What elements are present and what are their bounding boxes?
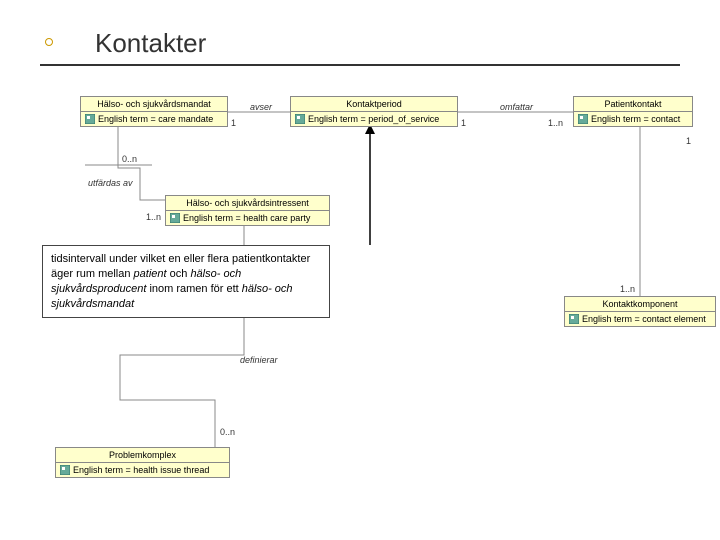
definition-note: tidsintervall under vilket en eller fler… bbox=[42, 245, 330, 318]
entity-kontaktperiod-term: English term = period_of_service bbox=[308, 114, 439, 124]
mult-2: 1 bbox=[461, 118, 466, 128]
assoc-omfattar: omfattar bbox=[500, 102, 533, 112]
mult-4: 1 bbox=[686, 136, 691, 146]
page-title: Kontakter bbox=[95, 28, 206, 59]
entity-kontaktperiod-body: English term = period_of_service bbox=[291, 112, 457, 126]
mult-6: 1..n bbox=[146, 212, 161, 222]
mult-8: 0..n bbox=[220, 427, 235, 437]
entity-intressent: Hälso- och sjukvårdsintressent English t… bbox=[165, 195, 330, 226]
class-icon bbox=[295, 114, 305, 124]
entity-patientkontakt: Patientkontakt English term = contact bbox=[573, 96, 693, 127]
assoc-avser: avser bbox=[250, 102, 272, 112]
title-bullet bbox=[45, 38, 53, 46]
entity-kontaktkomponent-header: Kontaktkomponent bbox=[565, 297, 715, 312]
entity-kontaktperiod: Kontaktperiod English term = period_of_s… bbox=[290, 96, 458, 127]
assoc-utfardas: utfärdas av bbox=[88, 178, 133, 188]
definition-note-text: tidsintervall under vilket en eller fler… bbox=[51, 253, 310, 310]
mult-1: 1 bbox=[231, 118, 236, 128]
mult-3: 1..n bbox=[548, 118, 563, 128]
entity-patientkontakt-term: English term = contact bbox=[591, 114, 680, 124]
entity-mandat-header: Hälso- och sjukvårdsmandat bbox=[81, 97, 227, 112]
entity-problemkomplex-term: English term = health issue thread bbox=[73, 465, 209, 475]
entity-kontaktkomponent-term: English term = contact element bbox=[582, 314, 706, 324]
entity-kontaktperiod-header: Kontaktperiod bbox=[291, 97, 457, 112]
entity-patientkontakt-header: Patientkontakt bbox=[574, 97, 692, 112]
title-underline bbox=[40, 64, 680, 66]
entity-intressent-header: Hälso- och sjukvårdsintressent bbox=[166, 196, 329, 211]
class-icon bbox=[578, 114, 588, 124]
entity-mandat: Hälso- och sjukvårdsmandat English term … bbox=[80, 96, 228, 127]
assoc-definierar: definierar bbox=[240, 355, 278, 365]
entity-mandat-body: English term = care mandate bbox=[81, 112, 227, 126]
entity-problemkomplex: Problemkomplex English term = health iss… bbox=[55, 447, 230, 478]
entity-problemkomplex-body: English term = health issue thread bbox=[56, 463, 229, 477]
class-icon bbox=[85, 114, 95, 124]
mult-7: 1..n bbox=[620, 284, 635, 294]
entity-intressent-term: English term = health care party bbox=[183, 213, 310, 223]
entity-problemkomplex-header: Problemkomplex bbox=[56, 448, 229, 463]
class-icon bbox=[170, 213, 180, 223]
entity-kontaktkomponent-body: English term = contact element bbox=[565, 312, 715, 326]
entity-patientkontakt-body: English term = contact bbox=[574, 112, 692, 126]
entity-kontaktkomponent: Kontaktkomponent English term = contact … bbox=[564, 296, 716, 327]
class-icon bbox=[60, 465, 70, 475]
class-icon bbox=[569, 314, 579, 324]
mult-5: 0..n bbox=[122, 154, 137, 164]
entity-intressent-body: English term = health care party bbox=[166, 211, 329, 225]
entity-mandat-term: English term = care mandate bbox=[98, 114, 213, 124]
